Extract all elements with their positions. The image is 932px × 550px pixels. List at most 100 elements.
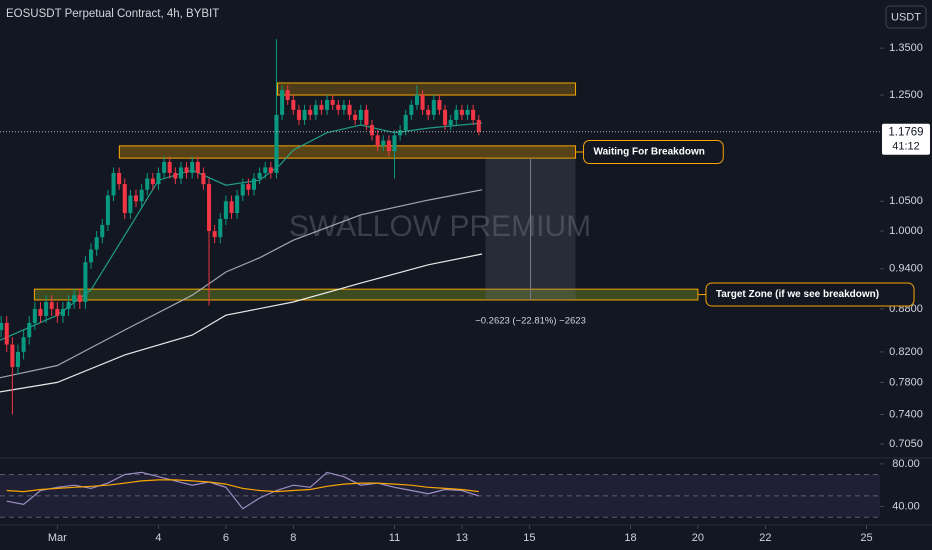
- moving-average: [0, 189, 483, 379]
- candle-body: [10, 344, 15, 367]
- x-tick-label: 20: [692, 532, 704, 544]
- candle-body: [0, 322, 4, 331]
- candle-body: [431, 99, 436, 115]
- candle-body: [274, 114, 279, 173]
- measure-label: −0.2623 (−22.81%) −2623: [475, 315, 586, 326]
- candle-body: [454, 109, 459, 120]
- candle-body: [459, 109, 464, 115]
- x-tick-label: 4: [155, 532, 161, 544]
- candle-body: [308, 109, 313, 115]
- candle-body: [409, 104, 414, 115]
- candle-body: [218, 218, 223, 238]
- rsi-line: [6, 471, 479, 510]
- y-tick-label: 80.00: [892, 458, 920, 470]
- candle-body: [319, 104, 324, 110]
- y-tick-label: 0.7800: [889, 376, 923, 388]
- candle-body: [330, 99, 335, 105]
- candle-body: [398, 130, 403, 136]
- candle-body: [156, 172, 161, 185]
- candle-body: [313, 104, 318, 115]
- y-tick-label: 0.7050: [889, 438, 923, 450]
- moving-average: [0, 253, 483, 393]
- candle-body: [347, 104, 352, 115]
- candle-body: [426, 109, 431, 115]
- candle-body: [55, 308, 60, 316]
- x-tick-label: Mar: [48, 532, 67, 544]
- candle-body: [117, 172, 122, 185]
- candle-body: [44, 302, 49, 316]
- candle-body: [325, 99, 330, 110]
- candle-body: [60, 308, 65, 316]
- currency-button[interactable]: [885, 5, 927, 29]
- candle-body: [364, 109, 369, 126]
- candle-body: [251, 178, 257, 190]
- candle-body: [437, 99, 442, 110]
- callout-label: Waiting For Breakdown: [594, 147, 705, 158]
- candle-body: [38, 308, 43, 316]
- candle-body: [77, 295, 82, 303]
- candle-body: [476, 119, 481, 132]
- candle-body: [403, 114, 408, 131]
- candle-body: [285, 90, 290, 100]
- candle-body: [32, 308, 37, 323]
- candle-body: [83, 262, 88, 303]
- x-tick-label: 11: [389, 532, 400, 544]
- watermark: SWALLOW PREMIUM: [289, 210, 591, 243]
- candle-body: [392, 135, 397, 152]
- candle-body: [268, 167, 273, 173]
- candle-body: [246, 184, 251, 190]
- currency-label[interactable]: USDT: [891, 11, 921, 23]
- candle-body: [162, 161, 167, 173]
- candle-body: [471, 109, 476, 120]
- candle-body: [15, 351, 20, 367]
- candle-body: [263, 167, 268, 173]
- x-tick-label: 8: [290, 532, 296, 544]
- candle-body: [280, 90, 285, 115]
- candle-body: [375, 135, 380, 146]
- chart-title: EOSUSDT Perpetual Contract, 4h, BYBIT: [6, 8, 219, 20]
- zone: [118, 145, 577, 159]
- y-tick-label: 0.8200: [889, 346, 923, 358]
- candle-body: [358, 109, 363, 120]
- y-tick-label: 0.7400: [889, 408, 923, 420]
- candle-body: [105, 195, 110, 225]
- candle-body: [448, 119, 453, 126]
- candle-body: [223, 201, 228, 219]
- candle-body: [173, 172, 178, 179]
- candle-body: [235, 195, 240, 214]
- candle-body: [133, 195, 139, 202]
- candle-body: [341, 104, 346, 110]
- candle-body: [167, 161, 172, 173]
- zone: [276, 82, 577, 96]
- candle-body: [128, 195, 133, 214]
- candle-body: [145, 178, 150, 190]
- zone: [33, 288, 699, 301]
- y-tick-label: 1.3500: [889, 42, 923, 54]
- candle-body: [89, 249, 94, 263]
- candle-body: [207, 184, 212, 232]
- callout-box: [705, 282, 915, 307]
- x-tick-label: 15: [523, 532, 535, 544]
- last-price-box: [882, 123, 930, 155]
- rsi-line: [6, 479, 479, 493]
- y-tick-label: 40.00: [892, 500, 920, 512]
- candle-body: [201, 172, 206, 185]
- candle-body: [240, 184, 245, 196]
- candle-body: [257, 172, 262, 179]
- candle-body: [465, 109, 470, 115]
- candle-body: [414, 95, 419, 105]
- candle-body: [72, 295, 77, 303]
- candle-body: [443, 109, 448, 126]
- candle-body: [302, 109, 307, 120]
- candle-body: [353, 114, 358, 120]
- candle-body: [229, 201, 234, 214]
- candle-body: [420, 95, 425, 110]
- candle-body: [381, 140, 386, 146]
- candle-body: [94, 237, 99, 250]
- candle-body: [139, 189, 144, 202]
- candle-body: [184, 167, 189, 173]
- candle-body: [190, 161, 195, 173]
- candle-body: [386, 140, 391, 152]
- candle-body: [100, 224, 105, 238]
